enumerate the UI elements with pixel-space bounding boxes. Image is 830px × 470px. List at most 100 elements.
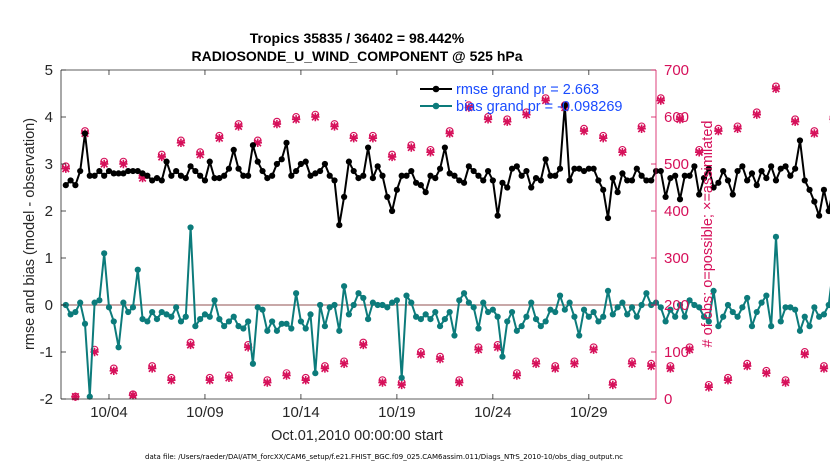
chart-subtitle: RADIOSONDE_U_WIND_COMPONENT @ 525 hPa — [191, 48, 522, 64]
rmse-point — [283, 139, 290, 146]
rmse-point — [628, 177, 636, 184]
obs-assimilated-point — [157, 152, 166, 162]
legend-bias-label: bias grand pr = -0.098269 — [456, 99, 622, 115]
rmse-point — [801, 177, 808, 184]
bias-point — [542, 318, 549, 325]
rmse-point — [134, 167, 141, 175]
bias-point — [168, 313, 175, 320]
chart-title: Tropics 35835 / 36402 = 98.442% — [250, 30, 465, 46]
bias-point — [628, 304, 636, 311]
rmse-point — [264, 175, 271, 182]
rmse-point — [369, 175, 376, 182]
obs-assimilated-point — [445, 129, 454, 138]
obs-assimilated-point — [99, 159, 109, 169]
rmse-point — [451, 172, 458, 179]
bias-point — [451, 332, 458, 339]
bias-point — [249, 360, 257, 367]
bias-point — [825, 301, 830, 309]
obs-assimilated-point — [426, 148, 435, 157]
x-tick-label: 10/24 — [474, 404, 512, 421]
bias-point — [393, 297, 400, 304]
obs-assimilated-point — [224, 373, 234, 383]
bias-point — [225, 318, 233, 325]
rmse-point — [360, 172, 367, 179]
rmse-point — [667, 175, 674, 182]
bias-point — [619, 299, 626, 306]
bias-point — [341, 283, 348, 290]
bias-point — [86, 393, 93, 400]
bias-point — [720, 313, 727, 320]
rmse-point — [513, 163, 520, 170]
rmse-point — [125, 167, 132, 175]
bias-point — [403, 292, 410, 299]
bias-point — [125, 308, 132, 316]
rmse-point — [792, 165, 799, 172]
bias-point — [384, 304, 391, 311]
bias-point — [676, 301, 684, 309]
bias-point — [398, 374, 405, 381]
rmse-point — [388, 207, 396, 215]
rmse-point — [163, 158, 170, 165]
bias-point — [129, 304, 137, 311]
rmse-point — [269, 172, 276, 179]
bias-point — [254, 304, 261, 311]
obs-assimilated-point — [397, 380, 406, 390]
y2-axis-label: # of obs: o=possible; ×=assimilated — [700, 121, 716, 348]
rmse-point — [638, 172, 645, 179]
rmse-point — [115, 170, 122, 177]
bias-point — [523, 313, 530, 320]
obs-assimilated-point — [119, 159, 128, 169]
obs-assimilated-point — [291, 115, 301, 124]
obs-assimilated-point — [579, 126, 589, 136]
y-tick-label: 4 — [45, 109, 53, 126]
obs-assimilated-point — [551, 364, 560, 373]
rmse-point — [470, 167, 477, 175]
bias-point — [436, 323, 444, 330]
rmse-point — [197, 172, 204, 179]
rmse-point — [331, 177, 338, 184]
rmse-point — [173, 167, 180, 175]
y-axis-label: rmse and bias (model - observation) — [22, 118, 38, 350]
bias-point — [724, 301, 732, 309]
rmse-point — [201, 177, 209, 184]
obs-assimilated-point — [407, 143, 416, 152]
rmse-point — [412, 179, 420, 186]
rmse-point — [211, 175, 218, 182]
obs-assimilated-point — [416, 350, 426, 359]
rmse-point — [595, 177, 602, 184]
bias-point — [657, 304, 664, 311]
rmse-point — [288, 172, 295, 179]
rmse-point — [609, 175, 616, 182]
plot-area — [61, 70, 656, 399]
bias-point — [441, 316, 448, 323]
bias-point — [772, 233, 780, 240]
rmse-point — [590, 165, 597, 172]
bias-point — [801, 313, 808, 320]
bias-point — [379, 301, 386, 309]
rmse-point — [547, 172, 554, 179]
rmse-point — [67, 177, 74, 184]
rmse-point — [633, 165, 640, 172]
rmse-point — [460, 179, 468, 186]
obs-assimilated-point — [647, 361, 656, 371]
obs-assimilated-point — [368, 133, 378, 143]
obs-assimilated-point — [522, 110, 531, 119]
bias-point — [345, 311, 353, 318]
bias-point — [528, 299, 535, 306]
obs-assimilated-point — [790, 117, 800, 126]
y2-tick-label: 400 — [664, 203, 689, 220]
bias-point — [590, 308, 597, 316]
rmse-point — [432, 175, 439, 182]
bias-point — [158, 308, 165, 316]
y2-tick-label: 0 — [664, 391, 672, 408]
rmse-point — [504, 184, 511, 191]
obs-assimilated-point — [714, 126, 723, 136]
bias-point — [293, 290, 300, 297]
rmse-point — [96, 167, 103, 175]
rmse-point — [657, 167, 664, 175]
rmse-point — [355, 175, 362, 182]
rmse-point — [724, 177, 732, 184]
rmse-point — [177, 172, 185, 179]
obs-assimilated-point — [752, 110, 761, 119]
rmse-point — [528, 184, 535, 191]
